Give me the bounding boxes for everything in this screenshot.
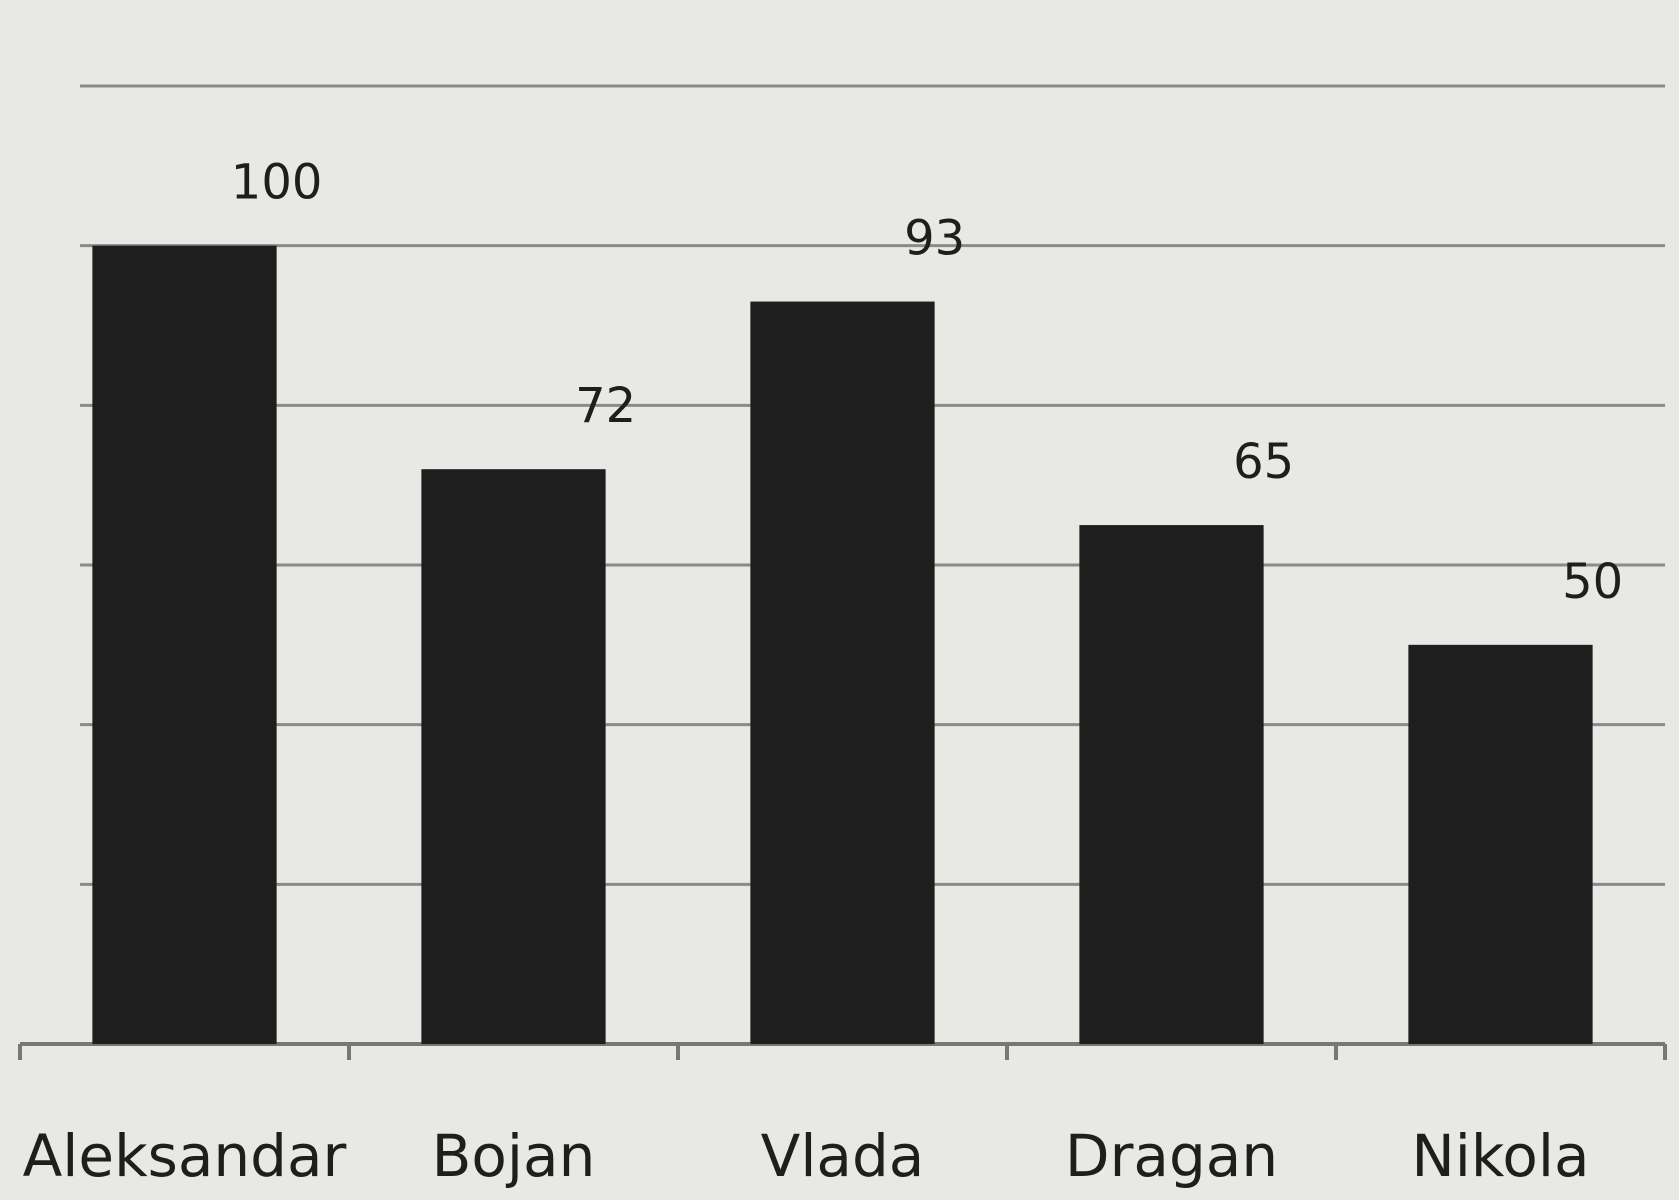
- data-label: 93: [904, 211, 965, 267]
- x-tick-label: Vlada: [761, 1122, 925, 1190]
- x-tick-label: Bojan: [432, 1122, 596, 1190]
- x-tick-label: Aleksandar: [23, 1122, 347, 1190]
- bar: [421, 469, 606, 1044]
- bar: [92, 245, 277, 1044]
- bar: [1079, 525, 1264, 1044]
- data-label: 100: [231, 155, 323, 211]
- x-tick-label: Dragan: [1065, 1122, 1278, 1190]
- bar: [1408, 644, 1593, 1044]
- bar: [750, 301, 935, 1044]
- data-label: 50: [1562, 554, 1623, 610]
- data-label: 72: [575, 378, 636, 434]
- x-tick-label: Nikola: [1411, 1122, 1589, 1190]
- data-label: 65: [1233, 434, 1294, 490]
